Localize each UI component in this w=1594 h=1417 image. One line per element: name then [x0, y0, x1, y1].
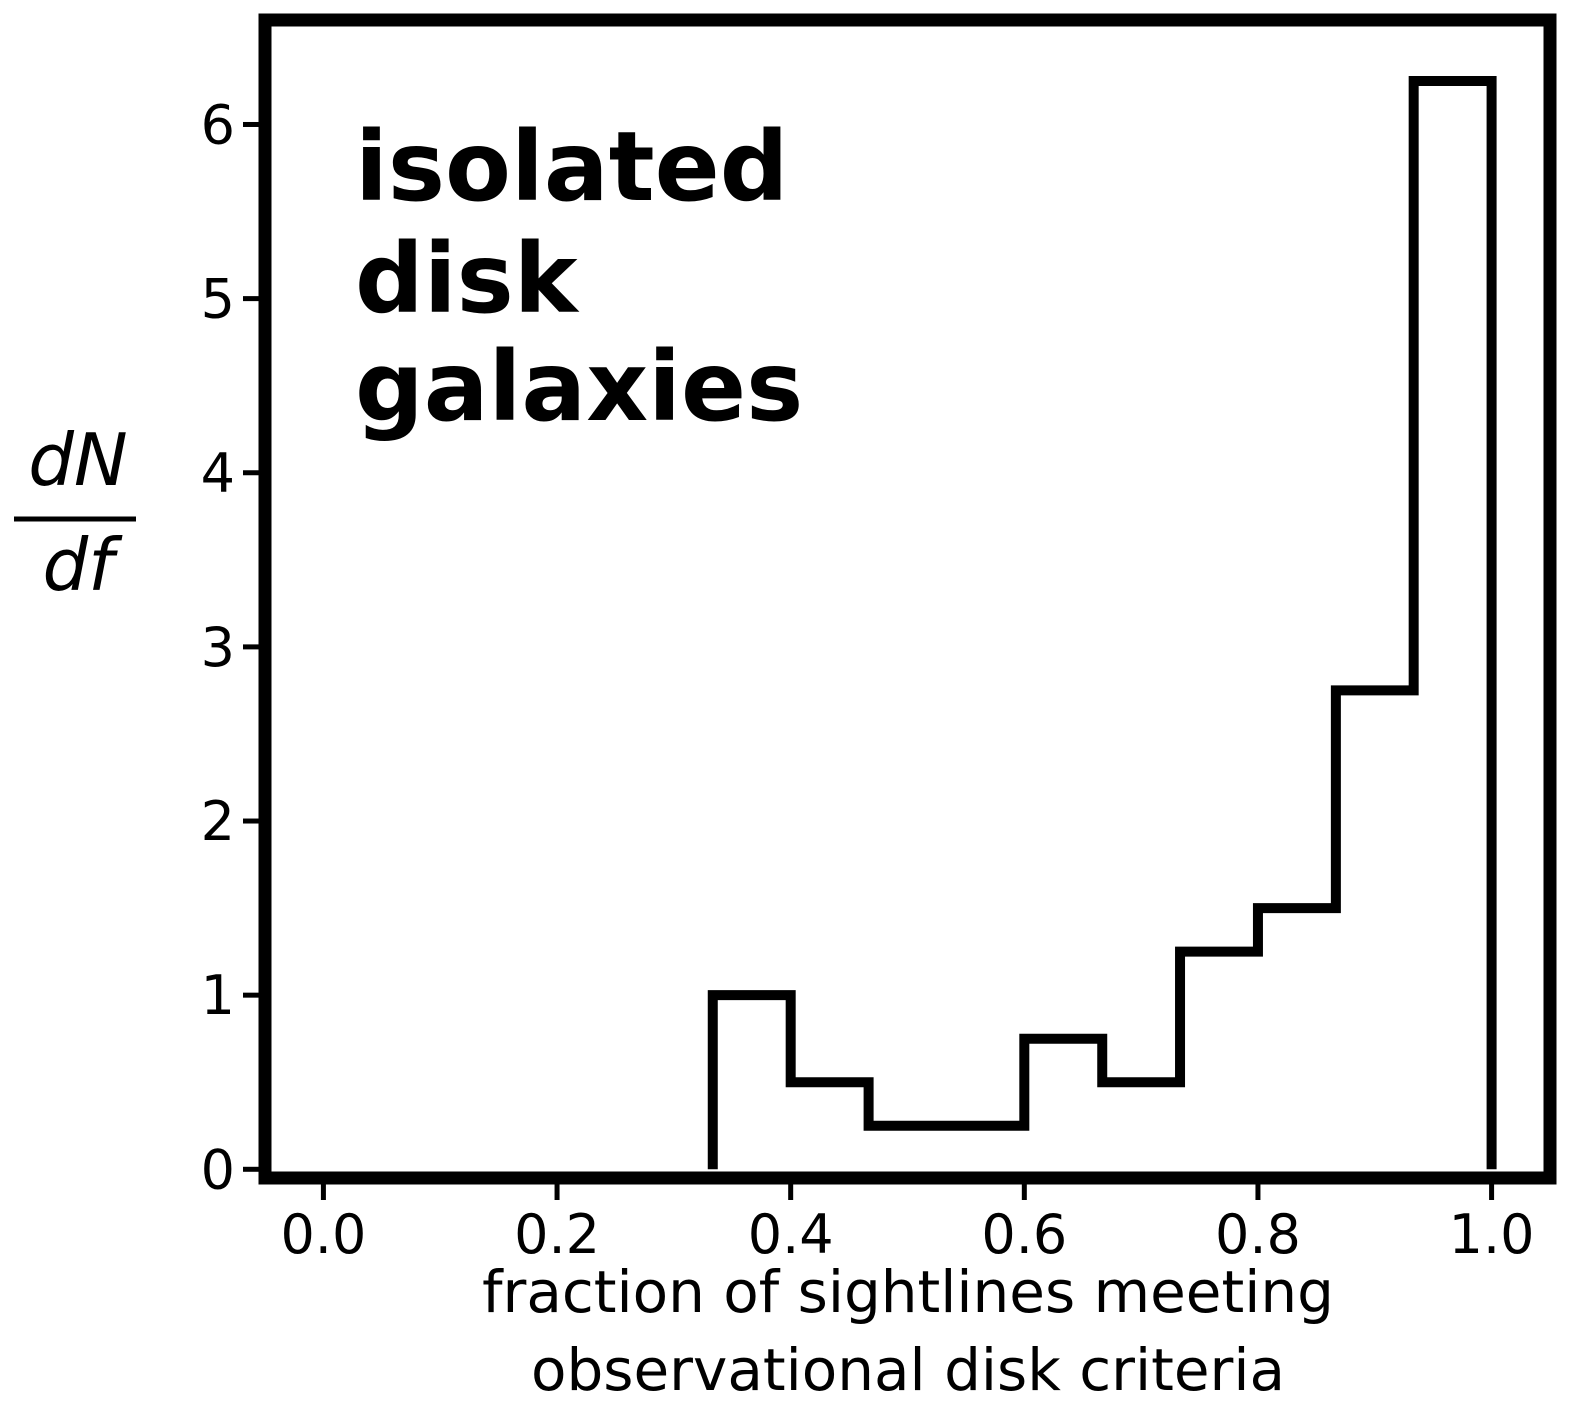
x-tick-label: 0.4 [748, 1203, 834, 1266]
annotation-line-2: disk [355, 223, 580, 335]
histogram-step-line [707, 75, 1497, 1170]
x-axis-label-line-2: observational disk criteria [531, 1336, 1285, 1404]
histogram-bin [869, 1126, 1025, 1170]
histogram-bin [1180, 952, 1258, 1170]
histogram-bin [1258, 908, 1336, 1169]
x-tick-label: 0.0 [280, 1203, 366, 1266]
histogram-bin [1336, 690, 1414, 1169]
plot-frame [258, 13, 1557, 1185]
y-tick-label: 2 [201, 790, 235, 853]
x-axis-label-line-1: fraction of sightlines meeting [482, 1258, 1334, 1326]
x-tick-label: 0.6 [981, 1203, 1067, 1266]
histogram-bin [1414, 81, 1492, 1169]
x-axis-ticks: 0.0 0.2 0.4 0.6 0.8 1.0 [280, 1184, 1535, 1266]
y-tick-label: 6 [201, 93, 235, 156]
y-tick-label: 5 [201, 268, 235, 331]
histogram-bin [1102, 1082, 1180, 1169]
annotation-line-1: isolated [355, 111, 788, 223]
histogram-marks [707, 75, 1497, 1170]
x-tick-label: 0.2 [514, 1203, 600, 1266]
x-tick-label: 1.0 [1449, 1203, 1535, 1266]
y-axis-label-denominator: df [42, 523, 123, 607]
y-tick-label: 1 [201, 964, 235, 1027]
annotation-line-3: galaxies [355, 331, 803, 443]
x-tick-label: 0.8 [1215, 1203, 1301, 1266]
y-axis-ticks: 0 1 2 3 4 5 6 [201, 93, 259, 1201]
y-tick-label: 4 [201, 442, 235, 505]
histogram-bin [713, 995, 791, 1169]
histogram-bin [791, 1082, 869, 1169]
y-tick-label: 0 [201, 1138, 235, 1201]
y-axis-label-numerator: dN [28, 418, 128, 502]
histogram-bin [1024, 1039, 1102, 1170]
y-tick-label: 3 [201, 616, 235, 679]
